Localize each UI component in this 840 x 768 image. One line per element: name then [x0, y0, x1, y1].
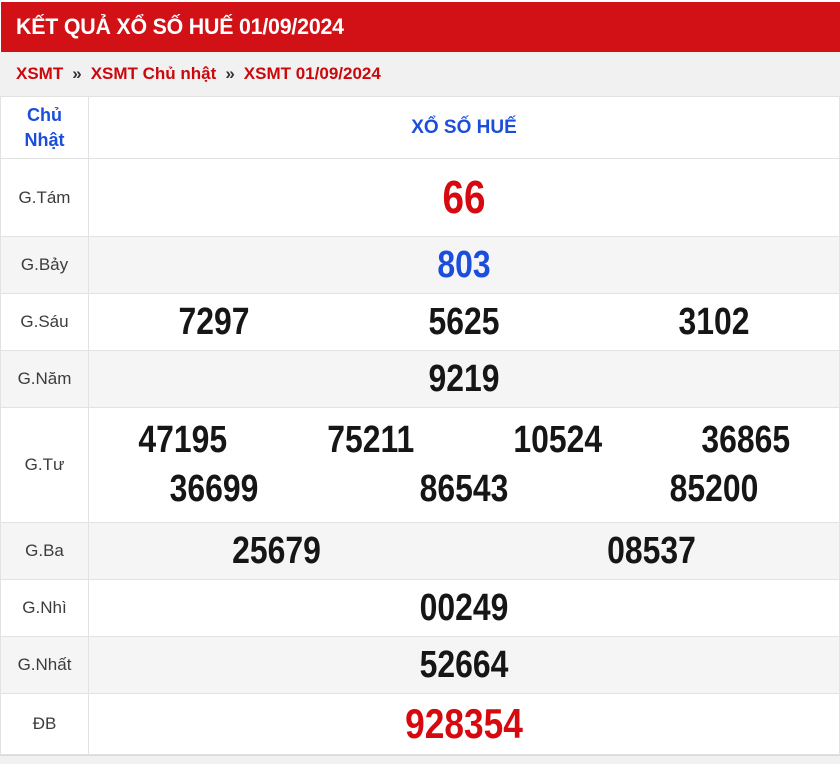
prize-number: 10524 [513, 419, 603, 462]
prize-number: 08537 [607, 529, 696, 572]
breadcrumb: XSMT » XSMT Chủ nhật » XSMT 01/09/2024 [0, 52, 840, 96]
prize-row-db: ĐB 928354 [0, 693, 840, 755]
prize-number: 3102 [678, 300, 750, 343]
prize-number: 66 [442, 171, 486, 224]
prize-label: G.Ba [0, 522, 89, 580]
prize-label: ĐB [0, 693, 89, 755]
page-title: KẾT QUẢ XỔ SỐ HUẾ 01/09/2024 [16, 14, 344, 39]
prize-number: 36699 [169, 468, 259, 510]
prize-number: 52664 [419, 643, 509, 686]
prize-number: 36865 [700, 419, 790, 462]
station-title-link[interactable]: XỔ SỐ HUẾ [88, 96, 840, 159]
prize-label: G.Năm [0, 350, 89, 408]
prize-number: 803 [437, 243, 491, 286]
breadcrumb-separator: » [225, 64, 235, 83]
page-title-bar: KẾT QUẢ XỔ SỐ HUẾ 01/09/2024 [1, 2, 840, 52]
prize-number: 85200 [669, 468, 759, 510]
prize-label: G.Bảy [0, 236, 89, 294]
next-section-edge [0, 755, 840, 764]
prize-row-g7: G.Bảy 803 [0, 236, 840, 294]
breadcrumb-link-xsmt-chu-nhat[interactable]: XSMT Chủ nhật [90, 64, 217, 83]
prize-number: 47195 [138, 419, 228, 462]
prize-row-g4: G.Tư 47195 75211 10524 36865 36699 86543… [0, 407, 840, 523]
prize-label: G.Nhì [0, 579, 89, 637]
prize-number: 9219 [428, 357, 500, 400]
day-of-week-link[interactable]: Chủ Nhật [0, 96, 89, 159]
prize-label: G.Tư [0, 407, 89, 523]
prize-number: 86543 [419, 468, 509, 510]
breadcrumb-separator: » [72, 64, 82, 83]
breadcrumb-link-xsmt[interactable]: XSMT [16, 64, 64, 83]
prize-row-g8: G.Tám 66 [0, 158, 840, 237]
prize-number: 25679 [232, 529, 321, 572]
prize-label: G.Nhất [0, 636, 89, 694]
breadcrumb-link-xsmt-date[interactable]: XSMT 01/09/2024 [243, 64, 381, 83]
prize-number: 00249 [419, 586, 509, 629]
prize-row-g1: G.Nhất 52664 [0, 636, 840, 694]
prize-row-g5: G.Năm 9219 [0, 350, 840, 408]
table-header-row: Chủ Nhật XỔ SỐ HUẾ [0, 96, 840, 159]
results-table: Chủ Nhật XỔ SỐ HUẾ G.Tám 66 G.Bảy 803 G.… [0, 96, 840, 755]
prize-label: G.Sáu [0, 293, 89, 351]
prize-number: 75211 [326, 419, 414, 462]
prize-label: G.Tám [0, 158, 89, 237]
prize-row-g6: G.Sáu 7297 5625 3102 [0, 293, 840, 351]
prize-row-g2: G.Nhì 00249 [0, 579, 840, 637]
prize-number: 5625 [428, 300, 500, 343]
prize-number: 7297 [178, 300, 250, 343]
prize-number: 928354 [405, 700, 523, 748]
prize-row-g3: G.Ba 25679 08537 [0, 522, 840, 580]
